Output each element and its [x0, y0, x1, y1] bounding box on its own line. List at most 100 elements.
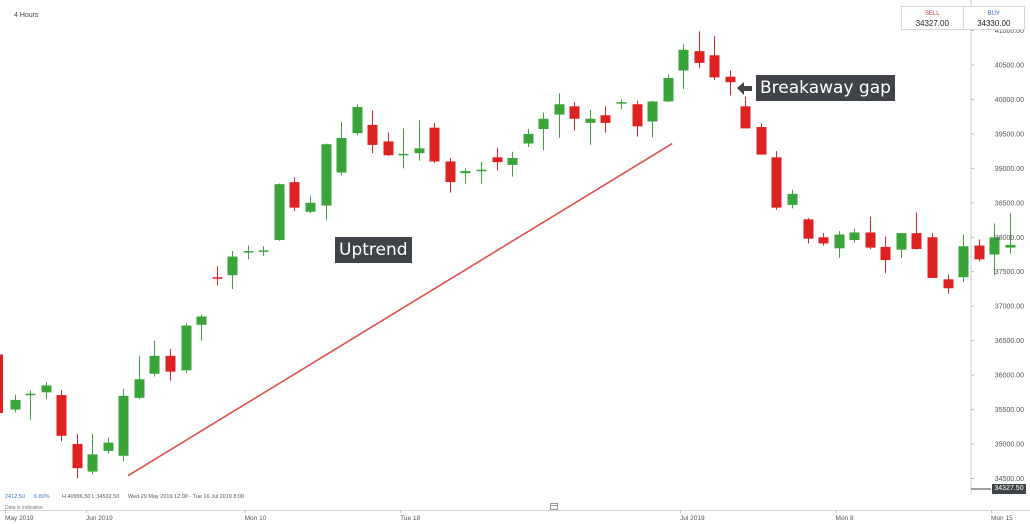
candle-body	[787, 193, 798, 205]
breakaway-gap-annotation: Breakaway gap	[756, 75, 895, 101]
candle-body	[709, 55, 720, 78]
candle[interactable]	[476, 161, 487, 184]
candle[interactable]	[305, 195, 316, 214]
candle[interactable]	[663, 74, 674, 103]
change-value: 2412.50	[5, 494, 25, 500]
candle[interactable]	[87, 433, 98, 475]
calendar-icon[interactable]	[550, 503, 558, 510]
candle[interactable]	[911, 212, 922, 250]
candle-body	[274, 184, 285, 241]
candle[interactable]	[352, 104, 363, 136]
candle-body	[834, 234, 845, 249]
high-low-readout: H 40996.50 L 34532.50	[62, 494, 120, 500]
candle[interactable]	[709, 36, 720, 81]
candle-body	[118, 395, 129, 456]
candle[interactable]	[41, 382, 52, 400]
candle[interactable]	[974, 239, 985, 262]
candle[interactable]	[787, 189, 798, 209]
candle[interactable]	[569, 102, 580, 131]
candle[interactable]	[243, 245, 254, 260]
candle[interactable]	[771, 151, 782, 210]
candle[interactable]	[849, 228, 860, 243]
uptrend-annotation: Uptrend	[335, 237, 412, 263]
candle[interactable]	[834, 231, 845, 258]
candle-body	[663, 78, 674, 102]
candle-body	[647, 101, 658, 122]
candle[interactable]	[289, 177, 300, 212]
candle[interactable]	[958, 234, 969, 283]
candle[interactable]	[507, 151, 518, 177]
candle[interactable]	[72, 434, 83, 479]
y-tick-label: 36000.00	[995, 373, 1024, 380]
candle[interactable]	[414, 120, 425, 161]
candle-body	[134, 379, 145, 398]
sell-button[interactable]: SELL 34327.00	[902, 7, 963, 29]
candle[interactable]	[196, 314, 207, 341]
candle[interactable]	[880, 236, 891, 274]
candle[interactable]	[818, 233, 829, 246]
candle[interactable]	[740, 96, 751, 129]
candle-body	[165, 355, 176, 372]
candle[interactable]	[616, 99, 627, 110]
candle-body	[383, 141, 394, 156]
candle[interactable]	[803, 217, 814, 244]
candle[interactable]	[398, 128, 409, 169]
candle[interactable]	[321, 143, 332, 221]
candle[interactable]	[989, 223, 1000, 276]
candle[interactable]	[678, 44, 689, 90]
candle[interactable]	[134, 355, 145, 400]
candle[interactable]	[725, 70, 736, 96]
candle[interactable]	[227, 251, 238, 289]
candle[interactable]	[1005, 213, 1016, 254]
timeframe-label[interactable]: 4 Hours	[14, 12, 39, 19]
candle[interactable]	[56, 390, 67, 442]
candle-body	[974, 245, 985, 260]
candle[interactable]	[492, 147, 503, 171]
candle[interactable]	[445, 158, 456, 193]
candle[interactable]	[647, 100, 658, 138]
candle[interactable]	[523, 129, 534, 147]
candle-body	[569, 106, 580, 119]
candle[interactable]	[538, 112, 549, 151]
candle-body	[289, 182, 300, 208]
candle[interactable]	[118, 388, 129, 462]
candle[interactable]	[336, 122, 347, 176]
candle[interactable]	[600, 106, 611, 133]
candle-body	[678, 49, 689, 71]
candle[interactable]	[274, 183, 285, 241]
candle[interactable]	[383, 132, 394, 156]
candle-body	[632, 104, 643, 127]
candle[interactable]	[367, 110, 378, 154]
candle[interactable]	[212, 266, 223, 286]
candle-body	[880, 246, 891, 261]
change-percent: 6.80%	[34, 494, 50, 500]
candle-body	[989, 237, 1000, 255]
candle[interactable]	[103, 437, 114, 454]
candle[interactable]	[258, 246, 269, 256]
candle-body	[492, 157, 503, 163]
candle[interactable]	[460, 168, 471, 184]
candle[interactable]	[694, 31, 705, 69]
candle[interactable]	[181, 323, 192, 374]
buy-label: BUY	[987, 11, 1000, 17]
candle[interactable]	[632, 100, 643, 137]
candle[interactable]	[943, 274, 954, 294]
candle-body	[429, 127, 440, 162]
candle[interactable]	[149, 340, 160, 377]
candle[interactable]	[756, 123, 767, 155]
buy-button[interactable]: BUY 34330.00	[962, 7, 1025, 29]
candle[interactable]	[896, 233, 907, 258]
candle[interactable]	[10, 394, 21, 413]
candle[interactable]	[25, 390, 36, 420]
candle[interactable]	[429, 122, 440, 163]
x-tick-label: Jun 2019	[86, 515, 113, 522]
candle[interactable]	[165, 348, 176, 381]
candle[interactable]	[585, 109, 596, 145]
candle[interactable]	[554, 93, 565, 139]
candle[interactable]	[865, 216, 876, 249]
y-tick-label: 41000.00	[995, 28, 1024, 35]
x-tick-label: Mon 10	[245, 515, 267, 522]
candle[interactable]	[927, 233, 938, 278]
